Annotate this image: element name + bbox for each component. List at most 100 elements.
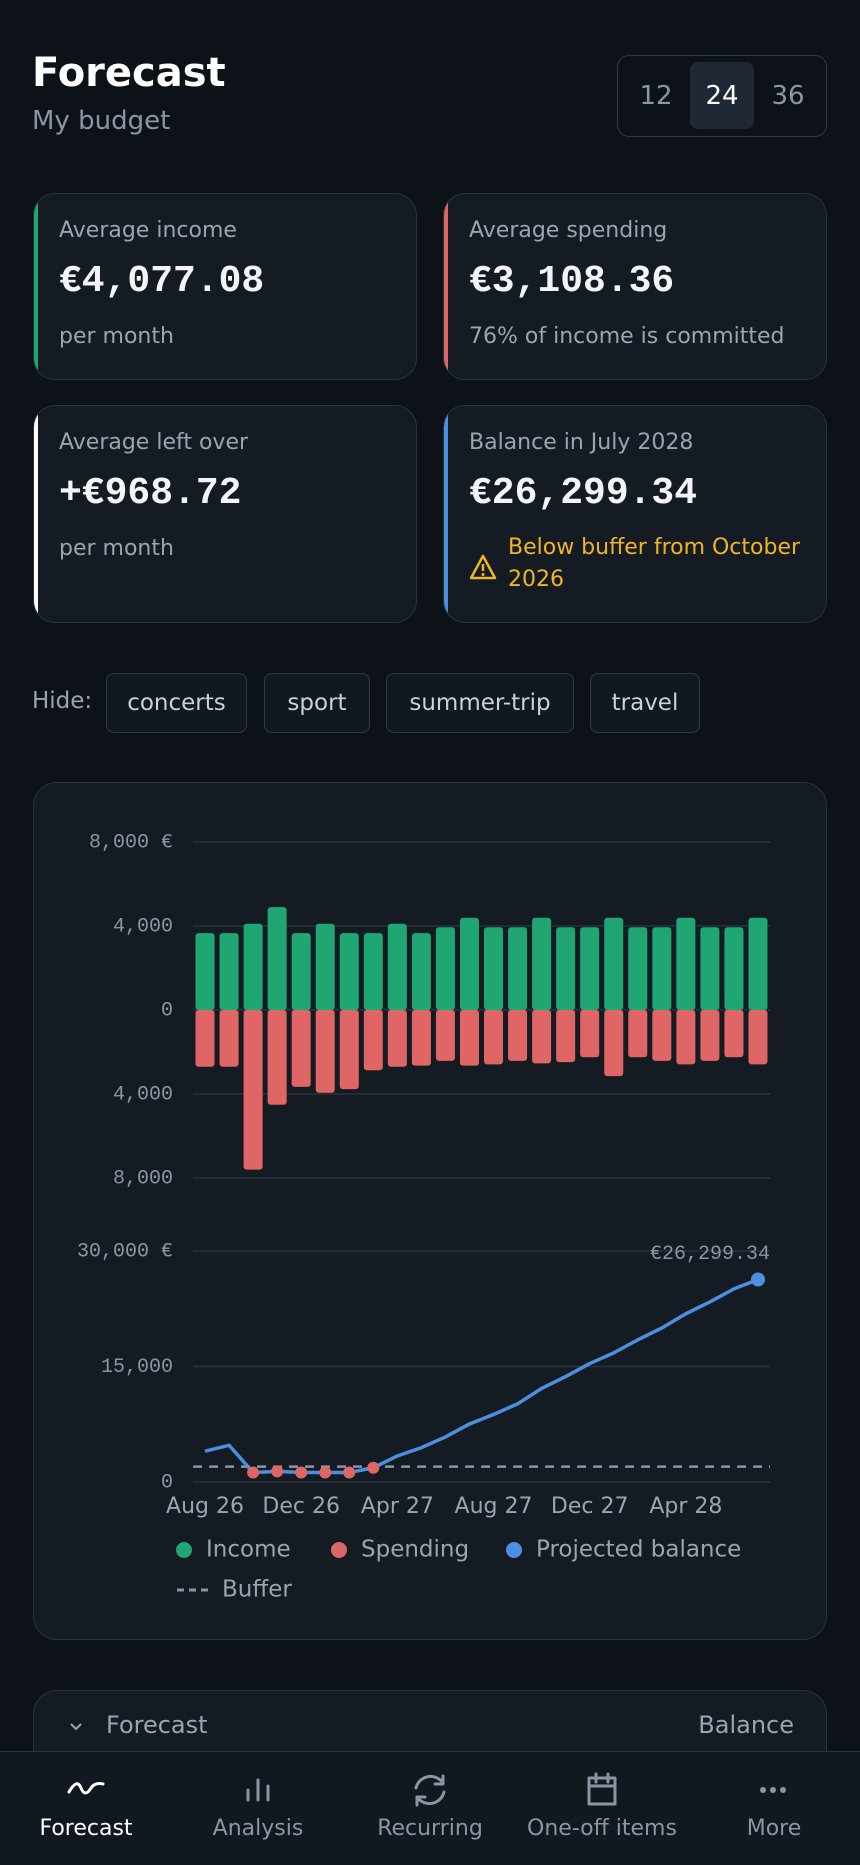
legend-swatch (506, 1542, 522, 1558)
bar (267, 1010, 287, 1105)
icon-recurring (414, 1774, 446, 1807)
bar (435, 927, 455, 1010)
bar (556, 927, 576, 1010)
below-buffer-point (271, 1465, 284, 1478)
legend-label: Income (206, 1537, 291, 1563)
filter-tag[interactable]: sport (264, 673, 370, 733)
bar (556, 1010, 576, 1063)
nav-icons (67, 1772, 786, 1807)
bar (195, 1010, 215, 1067)
card-accent (444, 194, 448, 379)
chevron-icon (70, 1723, 82, 1731)
bar (195, 933, 215, 1010)
section-title: Forecast (106, 1711, 208, 1739)
bar (435, 1010, 455, 1061)
warning-icon (469, 554, 497, 580)
bar (508, 927, 528, 1010)
x-tick-label: Dec 26 (262, 1494, 340, 1519)
bar (459, 1010, 479, 1066)
icon-analysis (246, 1778, 270, 1802)
card-note: 76% of income is committed (469, 324, 785, 349)
card-accent (444, 406, 448, 622)
summary-card: Balance in July 2028 €26,299.34 Below buff… (443, 405, 827, 623)
card-label: Average spending (469, 218, 668, 243)
bar (411, 1010, 431, 1066)
bar (387, 923, 407, 1010)
balance-line (204, 1277, 759, 1475)
bar (459, 917, 479, 1010)
bar (484, 1010, 504, 1065)
legend-label: Spending (361, 1537, 469, 1563)
filter-label: Hide: (32, 688, 93, 714)
bar (411, 933, 431, 1010)
card-accent (34, 406, 38, 622)
bar (339, 933, 359, 1010)
bar (339, 1010, 359, 1090)
bar (291, 933, 311, 1010)
card-warning: Below buffer from October 2026 (508, 535, 801, 592)
nav-item[interactable]: More (746, 1816, 802, 1841)
range-option[interactable]: 36 (771, 80, 805, 111)
card-label: Balance in July 2028 (469, 430, 694, 455)
y-tick-label: 8,000 € (89, 831, 173, 854)
bar (676, 1010, 696, 1065)
bar (508, 1010, 528, 1061)
below-buffer-point (247, 1466, 260, 1479)
bar (315, 1010, 335, 1093)
nav-item[interactable]: Analysis (212, 1816, 304, 1841)
y-tick-label: 8,000 (113, 1167, 173, 1190)
nav-item[interactable]: Forecast (39, 1816, 133, 1841)
filter-tag[interactable]: concerts (106, 673, 247, 733)
bar (676, 917, 696, 1010)
end-label: €26,299.34 (650, 1243, 770, 1266)
y-tick-label: 4,000 (113, 1083, 173, 1106)
x-tick-label: Aug 26 (166, 1494, 244, 1519)
card-label: Average left over (59, 430, 249, 455)
bar (652, 927, 672, 1010)
icon-more (760, 1787, 786, 1793)
summary-card: Average spending €3,108.36 76% of income i… (443, 193, 827, 380)
bar (363, 1010, 383, 1071)
bar (700, 927, 720, 1010)
bottom-nav (0, 1751, 860, 1865)
range-option[interactable]: 24 (690, 62, 754, 129)
nav-item[interactable]: Recurring (377, 1816, 483, 1841)
card-value: €3,108.36 (469, 260, 675, 303)
bar (724, 927, 744, 1010)
nav-item[interactable]: One-off items (527, 1816, 677, 1841)
below-buffer-point (319, 1466, 332, 1479)
card-value: €26,299.34 (469, 472, 698, 515)
page-title: Forecast (32, 50, 226, 96)
filter-tag[interactable]: travel (590, 673, 700, 733)
page-subtitle: My budget (32, 106, 171, 136)
bar (387, 1010, 407, 1067)
range-selector: 12 24 36 (617, 55, 827, 137)
bar (219, 933, 239, 1010)
below-buffer-point (295, 1466, 308, 1479)
card-note: per month (59, 536, 174, 561)
icon-forecast (67, 1782, 105, 1795)
bar (267, 907, 287, 1010)
card-label: Average income (59, 218, 237, 243)
section-column: Balance (698, 1711, 794, 1739)
bar (700, 1010, 720, 1061)
bar (532, 917, 552, 1010)
card-note: per month (59, 324, 174, 349)
filter-tag[interactable]: summer-trip (386, 673, 574, 733)
bar (748, 1010, 768, 1065)
bar (532, 1010, 552, 1064)
x-tick-label: Aug 27 (455, 1494, 533, 1519)
bar (748, 917, 768, 1010)
bar (628, 1010, 648, 1058)
x-tick-label: Apr 28 (649, 1494, 722, 1519)
bar (580, 927, 600, 1010)
summary-card: Average left over +€968.72 per month (33, 405, 417, 623)
bar (652, 1010, 672, 1061)
y-tick-label: 15,000 (101, 1356, 173, 1379)
bar (363, 933, 383, 1010)
bar (243, 1010, 263, 1170)
range-option[interactable]: 12 (639, 80, 673, 111)
end-point (750, 1272, 765, 1287)
legend-label: Projected balance (536, 1537, 741, 1563)
